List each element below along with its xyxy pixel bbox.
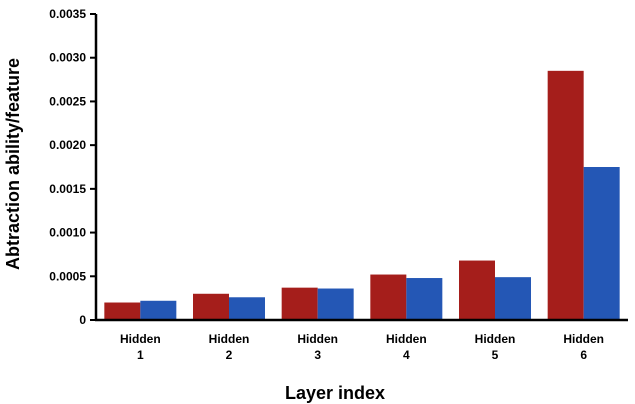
bar-series-2 — [583, 167, 620, 320]
bar-series-1 — [547, 70, 584, 320]
y-tick-label: 0 — [79, 313, 86, 327]
x-tick-label: Hidden 3 — [297, 332, 338, 362]
x-axis-title: Layer index — [285, 383, 385, 403]
x-tick-label: Hidden 5 — [475, 332, 516, 362]
y-tick-label: 0.0020 — [49, 138, 86, 152]
x-axis-tick-labels: Hidden 1 Hidden 2 Hidden 3 Hidden 4 Hidden 5 Hidde… — [120, 332, 604, 362]
x-tick-label: Hidden 2 — [209, 332, 250, 362]
bar-series-2 — [406, 278, 443, 320]
bar-series-1 — [281, 287, 318, 320]
y-tick-label: 0.0025 — [49, 94, 86, 108]
y-tick-label: 0.0005 — [49, 269, 86, 283]
bar-series-2 — [495, 277, 531, 320]
y-tick-label: 0.0015 — [49, 182, 86, 196]
bar-series-2 — [229, 297, 265, 320]
bar-series-1 — [193, 293, 229, 320]
bar-series-2 — [317, 288, 354, 320]
y-axis-ticks: 0 0.0005 0.0010 0.0015 0.0020 0.0025 0.0030 0.0… — [49, 7, 96, 327]
x-tick-label: Hidden 6 — [563, 332, 604, 362]
y-tick-label: 0.0010 — [49, 226, 86, 240]
bar-series-1 — [459, 260, 495, 320]
bar-series-1 — [104, 302, 141, 320]
bar-series-2 — [140, 300, 177, 320]
bar-series-1 — [370, 274, 407, 320]
y-axis-title: Abtraction ability/feature — [3, 58, 23, 270]
bars — [104, 70, 620, 320]
y-tick-label: 0.0030 — [49, 51, 86, 65]
y-tick-label: 0.0035 — [49, 7, 86, 21]
x-tick-label: Hidden 1 — [120, 332, 161, 362]
x-tick-label: Hidden 4 — [386, 332, 427, 362]
